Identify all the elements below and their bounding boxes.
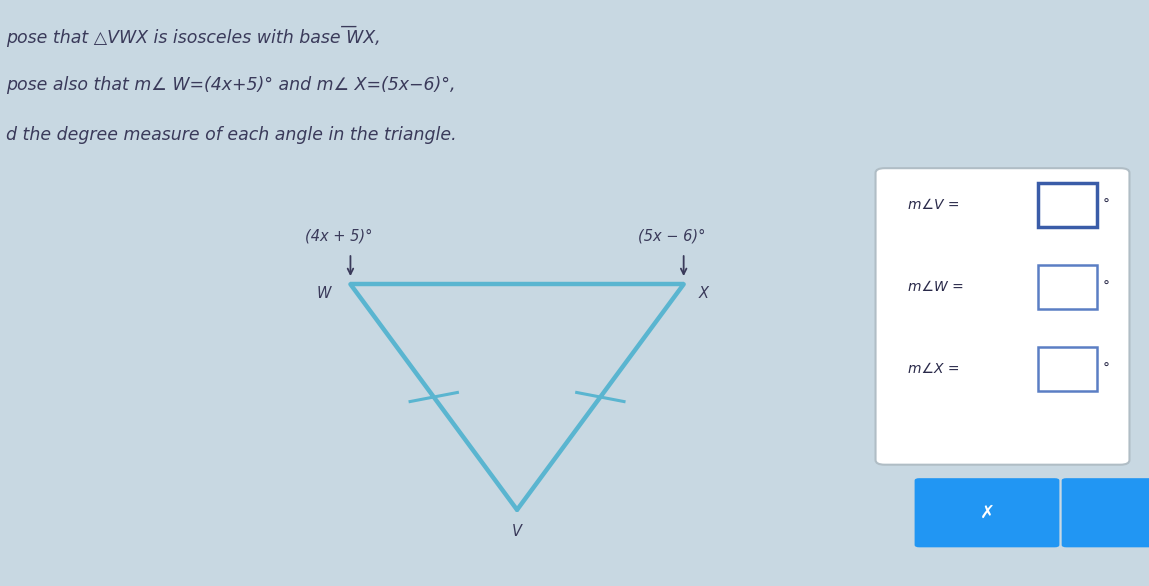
Text: m∠W =: m∠W = xyxy=(908,280,964,294)
FancyBboxPatch shape xyxy=(1038,183,1097,227)
FancyBboxPatch shape xyxy=(876,168,1129,465)
Text: m∠X =: m∠X = xyxy=(908,362,959,376)
Text: (4x + 5)°: (4x + 5)° xyxy=(306,228,372,243)
Text: pose also that m∠ W=(4x+5)° and m∠ X=(5x−6)°,: pose also that m∠ W=(4x+5)° and m∠ X=(5x… xyxy=(6,76,455,94)
Text: °: ° xyxy=(1103,198,1110,212)
FancyBboxPatch shape xyxy=(1038,265,1097,309)
FancyBboxPatch shape xyxy=(1038,347,1097,391)
Text: m∠V =: m∠V = xyxy=(908,198,959,212)
Text: ✗: ✗ xyxy=(979,504,995,522)
Text: pose that △VWX is isosceles with base ͞WX,: pose that △VWX is isosceles with base ͞W… xyxy=(6,26,380,47)
FancyBboxPatch shape xyxy=(915,478,1059,547)
Text: °: ° xyxy=(1103,280,1110,294)
Text: V: V xyxy=(512,524,522,540)
Text: (5x − 6)°: (5x − 6)° xyxy=(639,228,705,243)
Text: d the degree measure of each angle in the triangle.: d the degree measure of each angle in th… xyxy=(6,126,456,144)
Text: W: W xyxy=(316,285,331,301)
Text: °: ° xyxy=(1103,362,1110,376)
FancyBboxPatch shape xyxy=(1062,478,1149,547)
Text: X: X xyxy=(699,285,709,301)
